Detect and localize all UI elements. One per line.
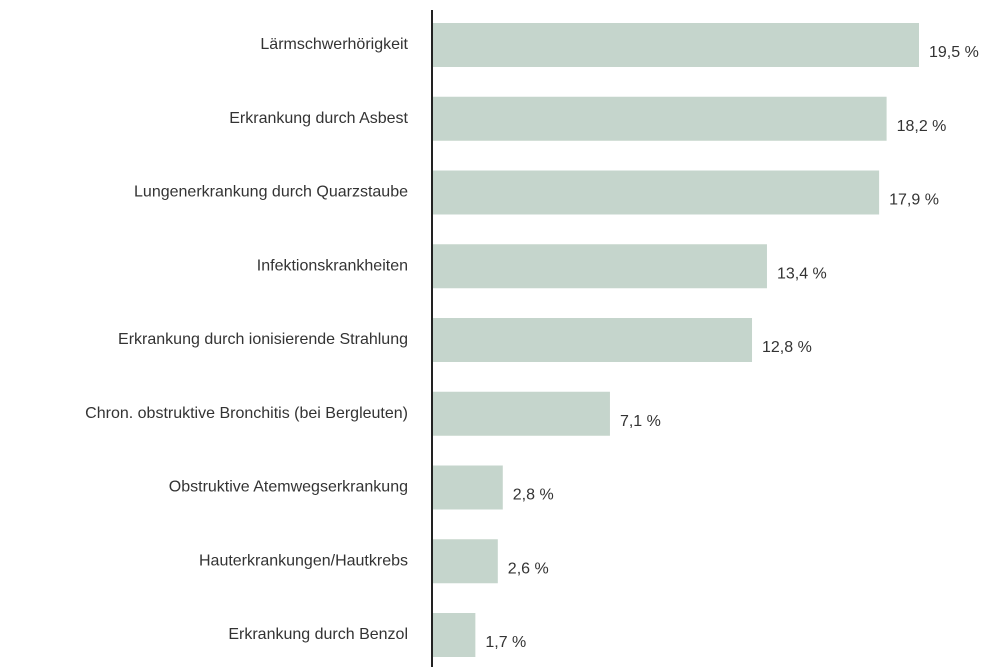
category-label: Chron. obstruktive Bronchitis (bei Bergl… <box>85 405 408 422</box>
category-label: Lärmschwerhörigkeit <box>260 36 408 53</box>
bar <box>433 170 880 215</box>
value-label: 12,8 % <box>762 339 812 356</box>
bar <box>433 539 498 584</box>
value-label: 18,2 % <box>897 118 947 135</box>
value-label: 13,4 % <box>777 265 827 282</box>
bar <box>433 96 887 141</box>
category-label: Infektionskrankheiten <box>257 257 408 274</box>
category-label: Hauterkrankungen/Hautkrebs <box>199 552 408 569</box>
bar <box>433 613 476 657</box>
value-label: 2,6 % <box>508 560 549 577</box>
bar <box>433 23 919 67</box>
bar <box>433 244 767 289</box>
category-label: Erkrankung durch Asbest <box>229 110 408 127</box>
category-label: Obstruktive Atemwegserkrankung <box>169 479 408 496</box>
value-label: 1,7 % <box>485 634 526 651</box>
value-label: 19,5 % <box>929 44 979 61</box>
category-label: Erkrankung durch ionisierende Strahlung <box>118 331 408 348</box>
value-label: 2,8 % <box>513 487 554 504</box>
category-label: Lungenerkrankung durch Quarzstaube <box>134 184 408 201</box>
value-label: 17,9 % <box>889 192 939 209</box>
bar <box>433 391 610 436</box>
category-label: Erkrankung durch Benzol <box>228 626 408 643</box>
bar <box>433 465 503 510</box>
value-label: 7,1 % <box>620 413 661 430</box>
bar <box>433 318 753 362</box>
